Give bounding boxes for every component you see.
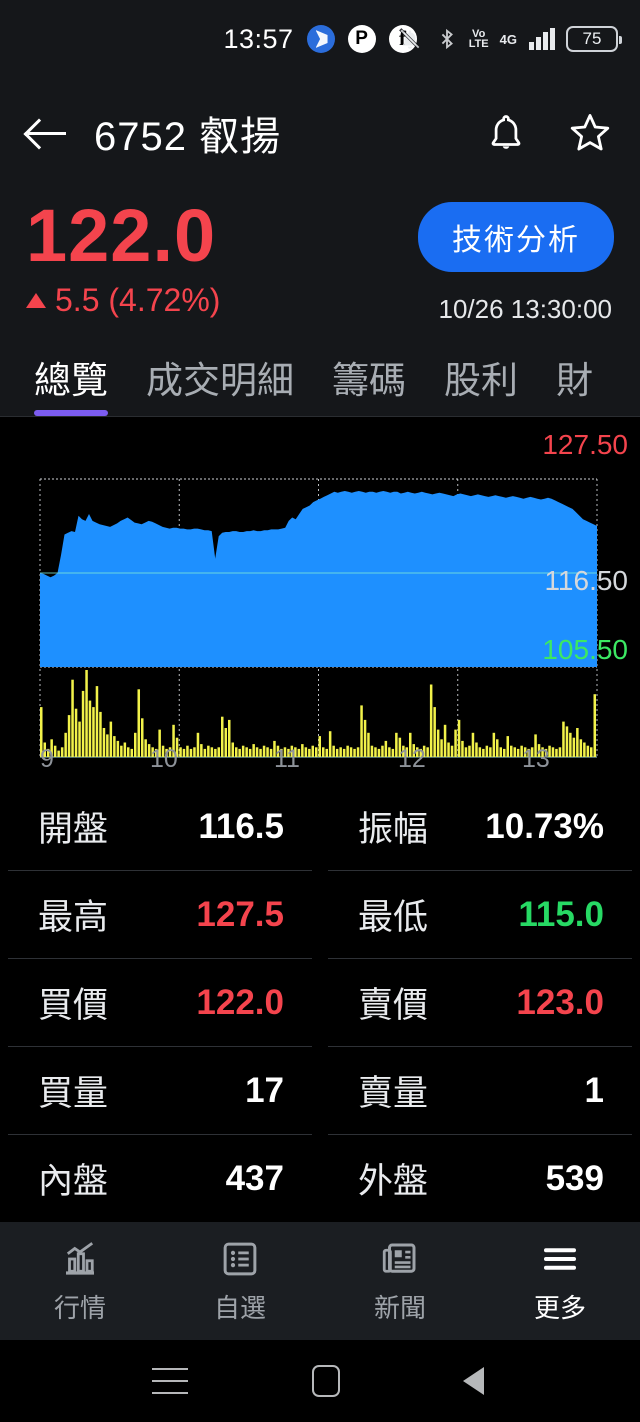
quote-key: 賣量 xyxy=(358,1074,429,1113)
recents-icon[interactable] xyxy=(152,1368,188,1394)
tab-transactions[interactable]: 成交明細 xyxy=(146,360,294,401)
table-row: 開盤 116.5 振幅 10.73% xyxy=(0,783,640,871)
quote-cell-bid-price: 買價 122.0 xyxy=(8,959,312,1047)
quote-key: 振幅 xyxy=(358,810,429,849)
status-bar-right: Vo LTE 4G 75 xyxy=(395,0,622,78)
nav-item-news[interactable]: 新聞 xyxy=(320,1238,480,1325)
chart-label-high: 127.50 xyxy=(542,429,628,460)
price-block: 122.0 5.5 (4.72%) 技術分析 10/26 13:30:00 xyxy=(0,188,640,339)
quote-table: 開盤 116.5 振幅 10.73% 最高 127.5 最低 115.0 買價 … xyxy=(0,777,640,1233)
table-row: 內盤 437 外盤 539 xyxy=(0,1135,640,1223)
triangle-up-icon xyxy=(26,293,46,308)
tab-overview[interactable]: 總覽 xyxy=(34,350,108,416)
price-change: 5.5 (4.72%) xyxy=(26,282,614,319)
quote-cell-inner-volume: 內盤 437 xyxy=(8,1135,312,1223)
mute-bell-icon xyxy=(398,28,421,50)
star-icon[interactable] xyxy=(566,109,614,157)
quote-cell-outer-volume: 外盤 539 xyxy=(328,1135,632,1223)
table-row: 買價 122.0 賣價 123.0 xyxy=(0,959,640,1047)
quote-key: 開盤 xyxy=(38,810,109,849)
chart-label-low: 105.50 xyxy=(542,634,628,665)
status-bar-left: 13:57 P f xyxy=(223,23,417,55)
blue-app-icon xyxy=(306,25,335,53)
nav-item-watchlist[interactable]: 自選 xyxy=(160,1238,320,1325)
quote-key: 賣價 xyxy=(358,986,429,1025)
table-row: 最高 127.5 最低 115.0 xyxy=(0,871,640,959)
quote-cell-open: 開盤 116.5 xyxy=(8,783,312,871)
list-icon xyxy=(223,1242,257,1275)
quote-key: 最低 xyxy=(358,898,429,937)
quote-value: 115.0 xyxy=(518,894,604,934)
quote-cell-high: 最高 127.5 xyxy=(8,871,312,959)
quote-value: 122.0 xyxy=(196,982,284,1022)
quote-timestamp: 10/26 13:30:00 xyxy=(438,294,613,324)
home-icon[interactable] xyxy=(312,1365,340,1397)
nav-label: 行情 xyxy=(53,1292,106,1323)
quote-cell-ask-price: 賣價 123.0 xyxy=(328,959,632,1047)
chart-label-mid: 116.50 xyxy=(544,565,628,596)
quote-value: 123.0 xyxy=(516,982,604,1022)
technical-analysis-button[interactable]: 技術分析 xyxy=(418,202,614,272)
quote-cell-bid-volume: 買量 17 xyxy=(8,1047,312,1135)
quote-value: 127.5 xyxy=(196,894,284,934)
tab-dividend[interactable]: 股利 xyxy=(444,360,518,401)
network-type-label: 4G xyxy=(499,31,517,47)
tab-chips[interactable]: 籌碼 xyxy=(332,360,406,401)
status-bar: 13:57 P f Vo LTE 4G 75 xyxy=(0,0,640,78)
tab-more-partial[interactable]: 財 xyxy=(556,360,593,401)
intraday-chart[interactable]: 127.50 116.50 105.50 9 10 11 12 13 xyxy=(0,417,640,777)
quote-value: 17 xyxy=(245,1070,284,1110)
back-arrow-icon[interactable] xyxy=(26,113,72,153)
chart-canvas xyxy=(0,417,640,777)
bottom-navigation: 行情 自選 新聞 更多 xyxy=(0,1222,640,1340)
quote-value: 1 xyxy=(584,1070,604,1110)
bell-icon[interactable] xyxy=(484,109,528,157)
quote-value: 539 xyxy=(545,1158,604,1198)
news-icon xyxy=(382,1243,416,1273)
menu-icon xyxy=(543,1247,577,1270)
volte-icon: Vo LTE xyxy=(468,28,489,50)
quote-cell-amplitude: 振幅 10.73% xyxy=(328,783,632,871)
last-price: 122.0 xyxy=(26,194,217,277)
quote-key: 內盤 xyxy=(38,1162,109,1201)
x-tick-11: 11 xyxy=(274,745,300,773)
quote-key: 最高 xyxy=(38,898,109,937)
battery-icon: 75 xyxy=(566,26,622,52)
nav-label: 新聞 xyxy=(373,1292,426,1323)
back-icon[interactable] xyxy=(463,1365,488,1397)
bluetooth-icon xyxy=(441,28,453,50)
page-title: 6752 叡揚 xyxy=(94,115,282,159)
quote-cell-ask-volume: 賣量 1 xyxy=(328,1047,632,1135)
android-navigation-bar xyxy=(0,1340,640,1422)
quote-key: 外盤 xyxy=(358,1162,429,1201)
x-tick-12: 12 xyxy=(398,745,426,773)
chart-icon xyxy=(66,1241,94,1275)
quote-value: 10.73% xyxy=(485,806,604,846)
price-change-value: 5.5 (4.72%) xyxy=(55,282,221,318)
signal-bars-icon xyxy=(529,28,555,50)
p-app-icon: P xyxy=(347,25,376,53)
nav-item-more[interactable]: 更多 xyxy=(480,1238,640,1325)
app-header: 6752 叡揚 xyxy=(0,78,640,188)
x-tick-10: 10 xyxy=(150,745,178,773)
nav-label: 自選 xyxy=(213,1292,266,1323)
table-row: 買量 17 賣量 1 xyxy=(0,1047,640,1135)
quote-key: 買價 xyxy=(38,986,109,1025)
nav-item-quotes[interactable]: 行情 xyxy=(0,1238,160,1325)
x-tick-13: 13 xyxy=(522,745,550,773)
quote-cell-low: 最低 115.0 xyxy=(328,871,632,959)
quote-value: 116.5 xyxy=(198,806,284,846)
header-actions xyxy=(484,109,614,157)
nav-label: 更多 xyxy=(533,1292,586,1323)
status-time: 13:57 xyxy=(223,23,294,54)
quote-value: 437 xyxy=(225,1158,284,1198)
x-tick-9: 9 xyxy=(40,745,54,773)
tab-bar: 總覽 成交明細 籌碼 股利 財 xyxy=(0,339,640,417)
quote-key: 買量 xyxy=(38,1074,109,1113)
